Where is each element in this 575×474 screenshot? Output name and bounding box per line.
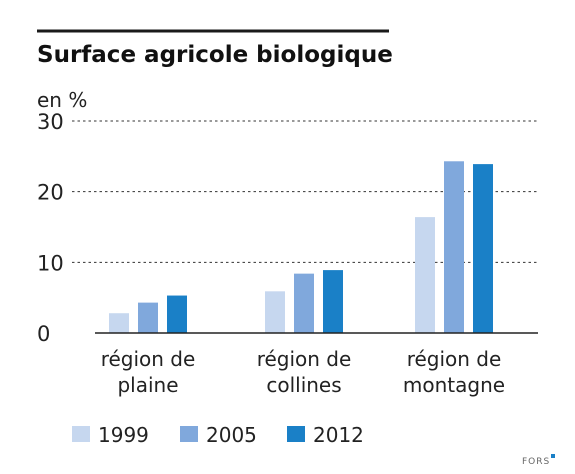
y-tick-label: 0 <box>37 322 50 346</box>
bar-2005-2 <box>444 161 464 333</box>
source-label: FORS <box>522 457 550 467</box>
category-label: région de plaine <box>101 347 196 397</box>
category-label-line: montagne <box>403 373 505 397</box>
category-label-line: plaine <box>117 373 178 397</box>
bar-1999-1 <box>265 291 285 333</box>
legend-label-1999: 1999 <box>98 423 149 447</box>
y-tick-label: 20 <box>37 181 64 205</box>
bar-2005-1 <box>294 273 314 333</box>
bars <box>109 161 493 333</box>
bar-1999-2 <box>415 217 435 333</box>
legend-swatch-2012 <box>287 426 305 442</box>
category-label: région de montagne <box>403 347 505 397</box>
legend: 1999 2005 2012 <box>72 423 364 447</box>
gridlines: 0 10 20 30 <box>37 110 538 346</box>
y-unit-label: en % <box>37 88 87 112</box>
y-tick-label: 30 <box>37 110 64 134</box>
y-tick-label: 10 <box>37 251 64 275</box>
category-label-line: région de <box>257 347 352 371</box>
bar-2012-1 <box>323 270 343 333</box>
chart-title: Surface agricole biologique <box>37 42 393 68</box>
category-label-line: collines <box>266 373 341 397</box>
category-label-line: région de <box>101 347 196 371</box>
legend-label-2005: 2005 <box>206 423 257 447</box>
legend-swatch-1999 <box>72 426 90 442</box>
bar-2012-0 <box>167 295 187 333</box>
bar-2005-0 <box>138 302 158 333</box>
source-dot-icon <box>551 454 555 458</box>
bar-1999-0 <box>109 313 129 333</box>
legend-label-2012: 2012 <box>313 423 364 447</box>
category-label-line: région de <box>407 347 502 371</box>
legend-swatch-2005 <box>180 426 198 442</box>
bar-2012-2 <box>473 164 493 333</box>
category-label: région de collines <box>257 347 352 397</box>
